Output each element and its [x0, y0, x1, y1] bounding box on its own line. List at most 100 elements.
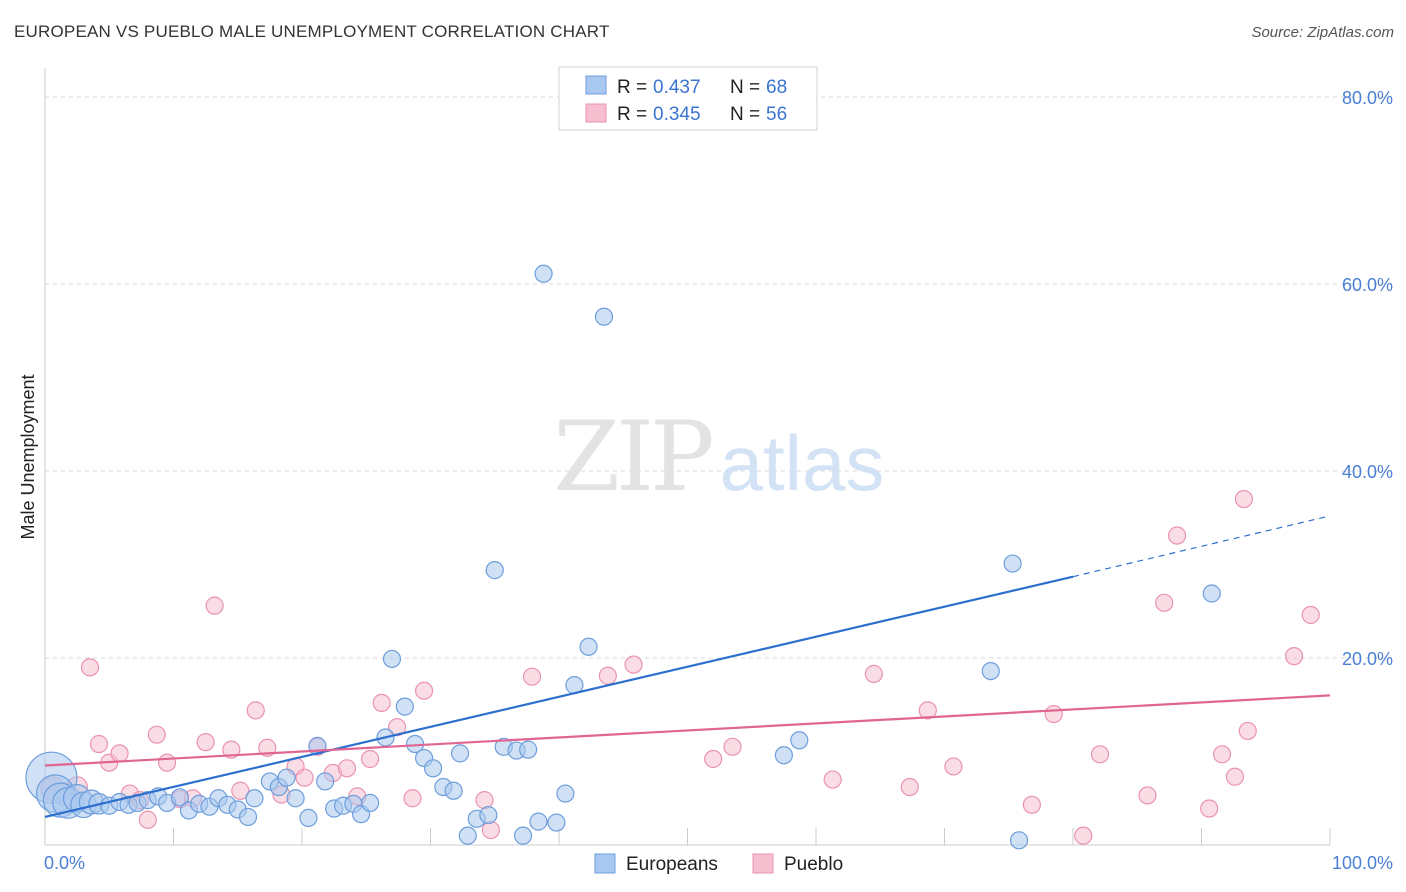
bottom-legend: Europeans Pueblo [594, 853, 843, 875]
europeans-point [479, 805, 498, 825]
europeans-point [444, 781, 463, 800]
legend-r-label-pueblo: R = [617, 104, 647, 125]
pueblo-point [624, 655, 643, 674]
pueblo-point [337, 759, 357, 778]
pueblo-point [258, 738, 277, 757]
europeans-point [1202, 584, 1221, 603]
legend-r-value-europeans: 0.437 [653, 77, 701, 98]
source-label: Source: ZipAtlas.com [1251, 24, 1394, 41]
europeans-point [519, 740, 538, 759]
pueblo-point [246, 701, 265, 720]
x-tick-label: 0.0% [44, 853, 85, 873]
pueblo-point [157, 753, 177, 772]
pueblo-point [205, 596, 224, 615]
bottom-legend-swatch-europeans [594, 853, 616, 874]
pueblo-point [295, 768, 314, 787]
watermark-atlas: atlas [720, 419, 885, 507]
pueblo-point [1155, 593, 1174, 612]
europeans-point [790, 731, 809, 750]
pueblo-trend-line [44, 694, 1331, 767]
pueblo-point [1234, 489, 1254, 509]
europeans-point [981, 661, 1000, 681]
x-tick-label: 100.0% [1332, 853, 1393, 873]
europeans-point [395, 697, 414, 716]
pueblo-point [1022, 795, 1041, 814]
bottom-legend-europeans: Europeans [626, 854, 718, 875]
legend-r-label-europeans: R = [617, 77, 647, 98]
europeans-point [529, 812, 548, 831]
europeans-point [277, 768, 296, 787]
legend-swatch-pueblo [585, 103, 607, 123]
legend-n-value-pueblo: 56 [766, 104, 787, 125]
europeans-point [245, 789, 264, 808]
europeans-point [579, 637, 598, 656]
pueblo-point [1074, 826, 1093, 845]
europeans-point [316, 772, 335, 791]
europeans-point [458, 826, 477, 845]
pueblo-point [864, 664, 883, 683]
pueblo-point [944, 757, 963, 776]
trend-lines [44, 515, 1331, 819]
europeans-point [1009, 831, 1029, 850]
europeans-point [485, 561, 504, 580]
pueblo-point [1238, 721, 1257, 741]
pueblo-point [475, 791, 494, 810]
pueblo-point [704, 749, 723, 769]
pueblo-point [723, 737, 742, 756]
pueblo-point [1200, 799, 1219, 818]
europeans-points [25, 264, 1221, 850]
pueblo-point [1090, 745, 1110, 764]
pueblo-point [1225, 767, 1245, 786]
pueblo-point [414, 681, 434, 700]
europeans-point [450, 744, 470, 763]
grid-lines [45, 96, 1392, 659]
pueblo-point [372, 693, 391, 712]
pueblo-point [522, 667, 542, 686]
europeans-point [286, 789, 305, 808]
legend-n-value-europeans: 68 [766, 77, 787, 98]
bottom-legend-pueblo: Pueblo [784, 854, 843, 875]
europeans-point [382, 649, 402, 669]
pueblo-point [138, 810, 157, 829]
pueblo-point [1044, 704, 1063, 724]
europeans-point [1003, 554, 1022, 573]
pueblo-points [40, 489, 1320, 845]
europeans-trend-line [44, 575, 1074, 819]
europeans-point [774, 746, 793, 765]
europeans-point [556, 784, 575, 803]
pueblo-point [900, 777, 919, 797]
europeans-point [594, 307, 614, 326]
legend-n-label-pueblo: N = [730, 104, 760, 125]
pueblo-point [361, 749, 380, 769]
pueblo-point [89, 734, 109, 754]
chart-title: EUROPEAN VS PUEBLO MALE UNEMPLOYMENT COR… [14, 22, 610, 41]
pueblo-point [1301, 605, 1320, 625]
pueblo-point [481, 820, 500, 840]
top-legend: R = 0.437 N = 68 R = 0.345 N = 56 [558, 66, 818, 131]
pueblo-point [147, 725, 166, 744]
pueblo-point [222, 740, 241, 759]
legend-r-value-pueblo: 0.345 [653, 104, 701, 125]
watermark: ZIP atlas [553, 401, 884, 513]
y-tick-label: 20.0% [1342, 649, 1393, 669]
bottom-legend-swatch-pueblo [752, 853, 774, 874]
pueblo-point [110, 744, 129, 763]
pueblo-point [80, 658, 100, 677]
pueblo-point [403, 789, 422, 808]
pueblo-point [598, 666, 617, 685]
y-tick-labels: 20.0% 40.0% 60.0% 80.0% [1342, 88, 1393, 669]
europeans-point [534, 264, 553, 283]
europeans-point [170, 788, 190, 807]
pueblo-point [918, 701, 937, 720]
legend-swatch-europeans [585, 75, 607, 95]
europeans-point [361, 793, 380, 813]
y-tick-label: 40.0% [1342, 462, 1393, 482]
legend-n-label-europeans: N = [730, 77, 760, 98]
pueblo-point [1284, 647, 1304, 666]
pueblo-point [1212, 745, 1232, 764]
pueblo-point [196, 733, 215, 752]
y-tick-label: 80.0% [1342, 88, 1393, 108]
europeans-point [299, 808, 318, 827]
y-axis-label: Male Unemployment [18, 374, 38, 539]
